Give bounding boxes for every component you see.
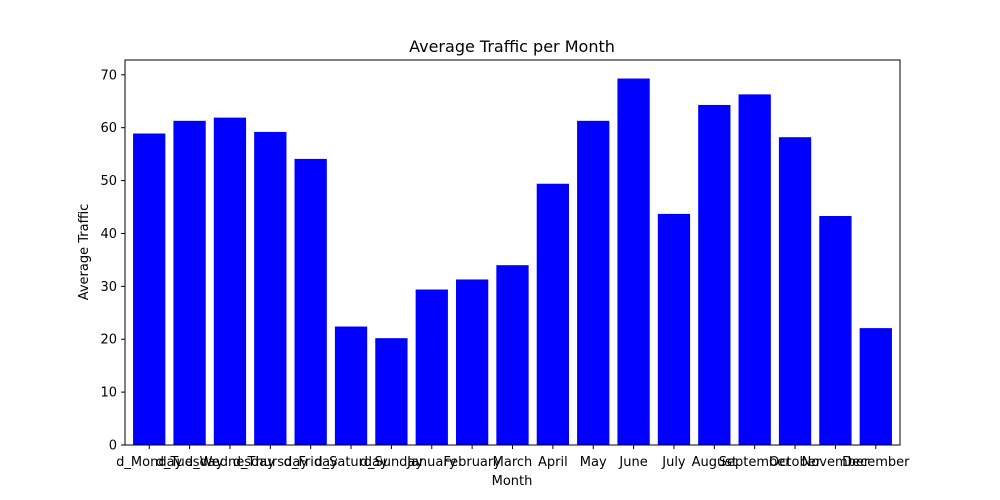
- bar-d-saturday: [334, 326, 368, 445]
- x-axis-label: Month: [492, 474, 533, 489]
- bar-september: [738, 94, 771, 446]
- y-tick-label: 30: [100, 280, 117, 295]
- bar-april: [536, 183, 570, 445]
- y-tick-label: 60: [100, 121, 117, 136]
- x-tick-label: May: [580, 455, 607, 470]
- y-axis-label: Average Traffic: [77, 204, 92, 301]
- x-tick-label: October: [769, 455, 822, 470]
- x-tick-label: July: [661, 455, 686, 470]
- bar-d-sunday: [375, 338, 408, 445]
- x-tick-label: d_Friday: [284, 455, 338, 470]
- bar-july: [657, 213, 691, 445]
- y-tick-label: 20: [100, 333, 117, 348]
- x-tick-label: d_Wednesday: [185, 455, 275, 470]
- bar-d-wednesday: [213, 117, 247, 445]
- x-tick-label: d_Monday: [116, 455, 182, 470]
- y-tick-label: 50: [100, 174, 117, 189]
- x-tick-label: d_Saturday: [314, 455, 388, 470]
- x-tick-label: d_Tuesday: [156, 455, 224, 470]
- bar-d-tuesday: [173, 120, 206, 445]
- x-tick-label: February: [443, 455, 501, 470]
- bar-january: [415, 289, 448, 445]
- plot-frame: [124, 59, 901, 446]
- y-tick-label: 70: [100, 68, 117, 83]
- x-tick-label: June: [618, 455, 647, 470]
- bars-group: [133, 78, 892, 446]
- bar-d-monday: [133, 133, 166, 445]
- bar-may: [577, 120, 610, 445]
- bar-march: [496, 265, 529, 445]
- bar-november: [819, 216, 852, 445]
- chart-title: Average Traffic per Month: [409, 37, 615, 56]
- y-tick-label: 10: [100, 386, 117, 401]
- bar-october: [778, 137, 812, 445]
- bar-d-friday: [294, 158, 327, 445]
- x-tick-label: April: [538, 455, 568, 470]
- x-tick-label: September: [719, 455, 792, 470]
- y-tick-label: 40: [100, 227, 117, 242]
- y-axis: 0 10 20 30 40 50 60 70: [100, 68, 125, 454]
- x-axis: d_Mondayd_Tuesdayd_Wednesdayd_Thursdayd_…: [116, 445, 910, 470]
- bar-august: [698, 104, 731, 445]
- x-tick-label: December: [842, 455, 910, 470]
- bar-june: [617, 78, 650, 445]
- bar-december: [859, 328, 892, 446]
- x-tick-label: August: [692, 455, 738, 470]
- x-tick-label: d_Thursday: [233, 455, 309, 470]
- x-tick-label: November: [802, 455, 870, 470]
- bar-d-thursday: [254, 131, 287, 446]
- x-tick-label: d_Sunday: [360, 455, 424, 470]
- bar-february: [455, 279, 489, 445]
- x-tick-label: March: [493, 455, 533, 470]
- x-tick-label: January: [406, 455, 457, 470]
- y-tick-label: 0: [109, 439, 117, 454]
